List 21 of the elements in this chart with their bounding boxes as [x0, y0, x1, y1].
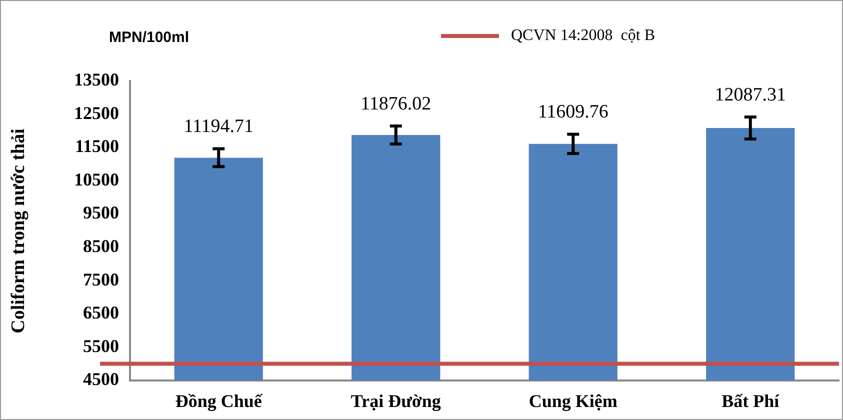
data-label: 11876.02: [360, 94, 432, 115]
data-label: 11194.71: [184, 116, 254, 138]
y-tick-label: 8500: [83, 236, 119, 256]
x-tick-label: Đồng Chuế: [175, 390, 263, 411]
y-tick-label: 11500: [74, 136, 119, 156]
y-tick-label: 5500: [83, 336, 119, 356]
y-tick-label: 13500: [74, 70, 119, 90]
text: MPN/100ml: [109, 29, 190, 46]
y-tick-label: 10500: [74, 169, 119, 190]
y-tick-label: 7500: [83, 269, 119, 290]
y-tick-label: 9500: [83, 202, 119, 223]
text: QCVN 14:2008 cột B: [511, 27, 655, 45]
data-label: 11609.76: [538, 102, 608, 123]
x-tick-label: Bất Phí: [722, 390, 780, 411]
y-tick-label: 6500: [83, 302, 119, 323]
y-axis-title: Coliform trong nước thải: [8, 128, 30, 334]
y-tick-label: 4500: [83, 369, 119, 390]
y-tick-label: 12500: [74, 102, 119, 123]
x-tick-label: Cung Kiệm: [528, 390, 618, 411]
x-tick-label: Trại Đường: [350, 390, 441, 411]
data-label: 12087.31: [714, 84, 786, 106]
